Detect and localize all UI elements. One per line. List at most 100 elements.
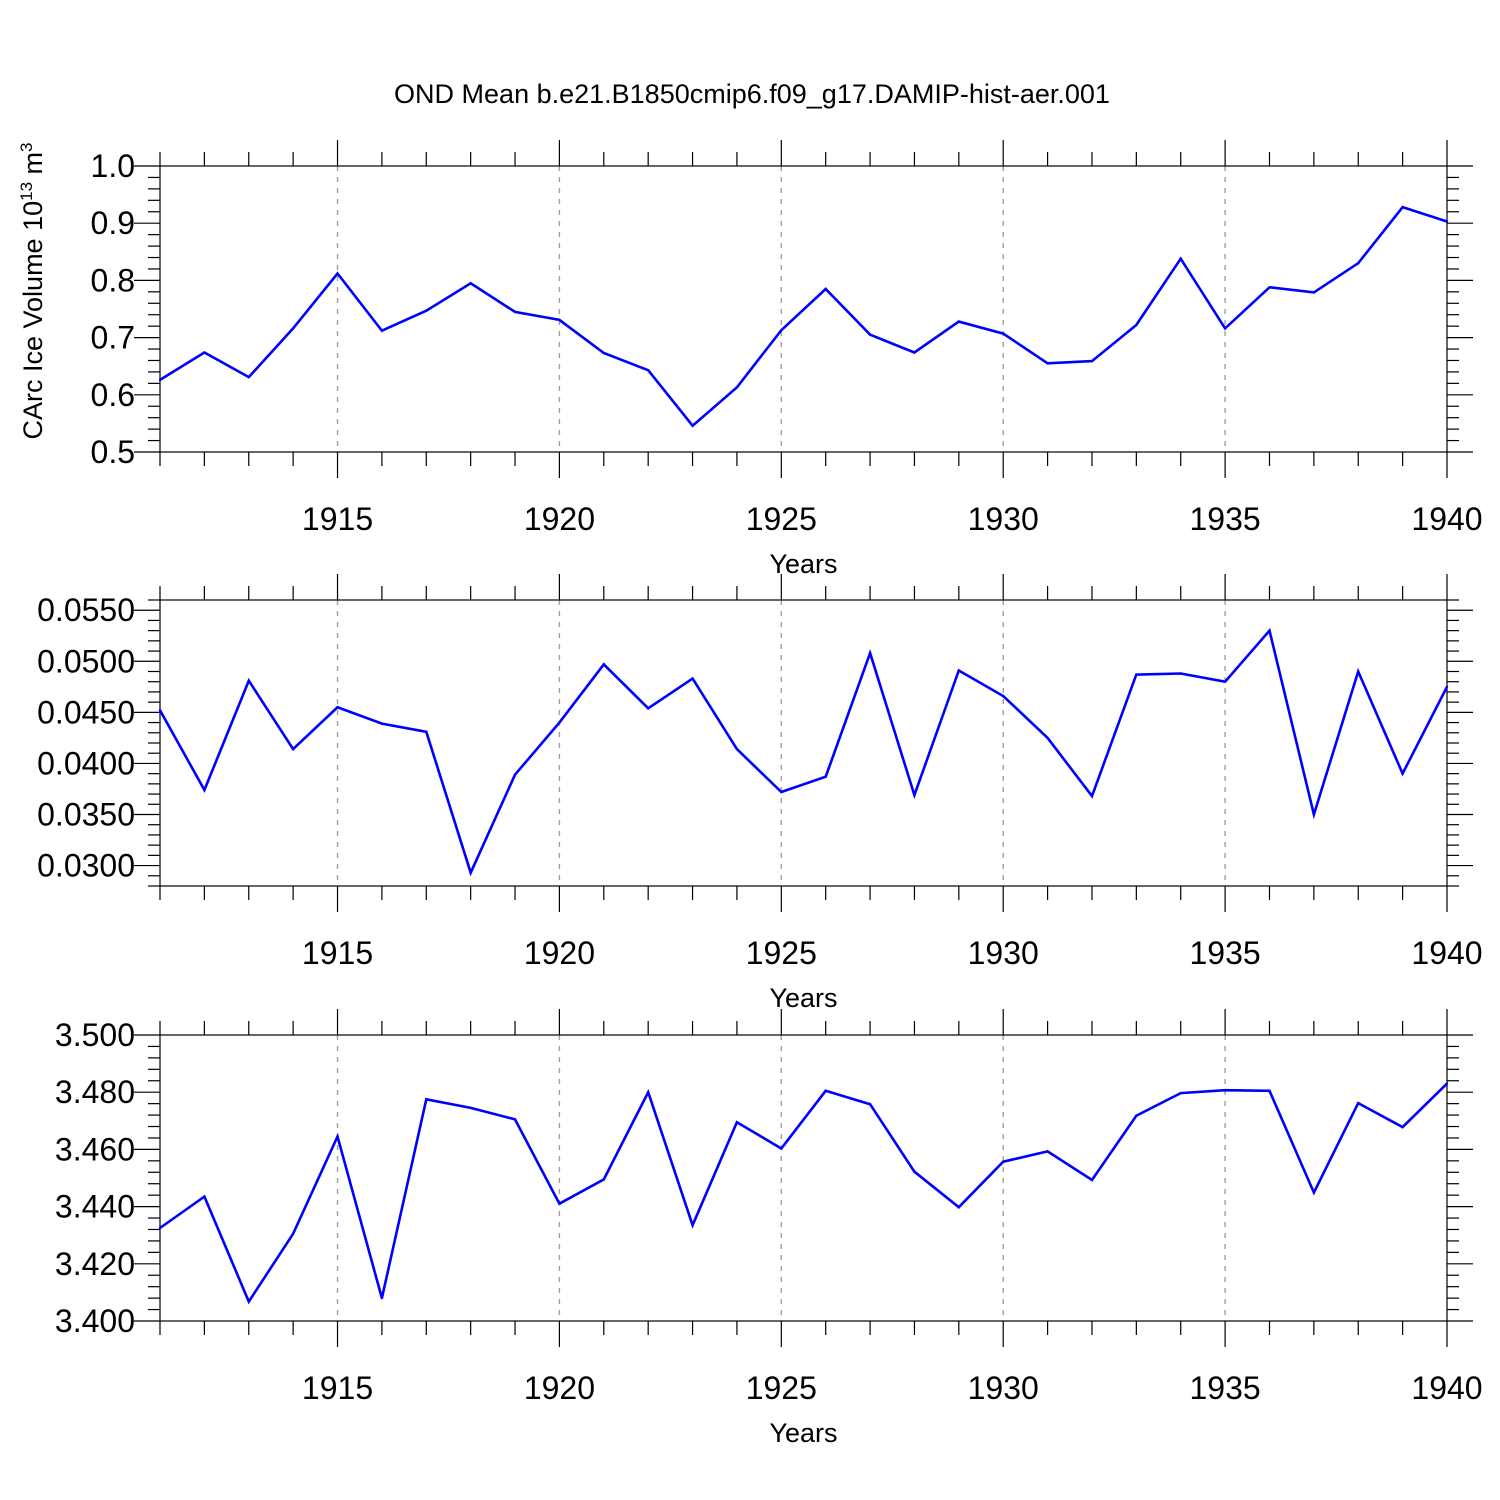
chart-title: OND Mean b.e21.B1850cmip6.f09_g17.DAMIP-… <box>394 79 1110 109</box>
x-tick-label: 1940 <box>1411 935 1482 971</box>
data-point <box>247 679 250 682</box>
data-point <box>203 351 206 354</box>
data-point <box>1223 680 1227 683</box>
data-point <box>780 1147 783 1150</box>
x-tick-label: 1920 <box>524 935 595 971</box>
data-point <box>602 1178 605 1181</box>
y-tick-label: 0.8 <box>91 262 135 298</box>
y-tick-label: 0.0550 <box>37 592 135 628</box>
data-point <box>158 1226 162 1230</box>
data-point <box>336 272 339 275</box>
data-point <box>558 1202 561 1205</box>
data-point <box>646 707 650 710</box>
y-tick-label: 0.9 <box>91 205 135 241</box>
data-point <box>1401 205 1404 209</box>
data-point <box>824 775 827 778</box>
y-tick-label: 0.0450 <box>37 694 135 730</box>
x-tick-label: 1915 <box>302 935 373 971</box>
data-point <box>1445 220 1449 223</box>
data-point <box>735 747 739 751</box>
data-point <box>1312 813 1316 816</box>
data-point <box>1135 1114 1138 1117</box>
y-tick-label: 3.500 <box>55 1017 135 1053</box>
data-point <box>558 721 561 724</box>
data-point <box>1090 1178 1094 1182</box>
data-point <box>957 669 961 672</box>
data-point <box>780 328 783 332</box>
data-point <box>1090 359 1094 363</box>
data-point <box>868 1103 872 1106</box>
data-point <box>336 706 339 709</box>
data-point <box>1223 1088 1227 1092</box>
data-point <box>691 677 694 680</box>
x-tick-label: 1940 <box>1411 1370 1482 1406</box>
data-point <box>1179 672 1182 675</box>
data-point <box>691 1223 694 1227</box>
data-point <box>1179 257 1182 260</box>
data-point <box>380 1296 384 1300</box>
data-point <box>513 310 517 314</box>
x-tick-label: 1920 <box>524 501 595 537</box>
data-point <box>1445 685 1449 689</box>
data-point <box>1223 327 1227 330</box>
data-point <box>1002 332 1005 335</box>
plot-frame <box>159 1034 1448 1322</box>
data-point <box>1401 772 1404 775</box>
data-point <box>203 1195 206 1198</box>
data-point <box>780 790 783 794</box>
data-point <box>913 1170 916 1173</box>
data-point <box>203 788 206 792</box>
x-tick-label: 1940 <box>1411 501 1482 537</box>
data-point <box>469 282 472 285</box>
data-point <box>291 1232 295 1235</box>
series-line <box>158 627 1449 877</box>
data-point <box>1046 736 1049 740</box>
x-axis-label: Years <box>769 549 837 579</box>
y-axis-label: CArc Ice Volume 1013 m3 <box>17 142 48 439</box>
data-point <box>868 333 872 336</box>
y-tick-label: 3.420 <box>55 1246 135 1282</box>
data-point <box>1357 670 1360 673</box>
y-tick-label: 0.6 <box>91 377 135 413</box>
data-point <box>158 709 162 712</box>
data-point <box>868 651 872 655</box>
data-point <box>824 1089 827 1092</box>
x-axis-label: Years <box>769 1418 837 1448</box>
data-point <box>1179 1091 1182 1095</box>
data-point <box>1135 673 1138 676</box>
data-point <box>913 793 916 797</box>
data-point <box>425 1098 428 1101</box>
data-point <box>1268 1089 1271 1092</box>
data-point <box>1002 694 1005 698</box>
data-point <box>1312 291 1316 294</box>
data-point <box>1090 794 1094 798</box>
data-point <box>957 320 961 323</box>
data-point <box>469 871 472 874</box>
y-tick-label: 0.0350 <box>37 797 135 833</box>
x-tick-label: 1915 <box>302 501 373 537</box>
x-tick-label: 1925 <box>746 501 817 537</box>
data-point <box>291 747 295 751</box>
data-point <box>602 663 605 666</box>
chart-panel-1: 0.5 0.6 0.7 0.8 0.9 1.0 1915 1920 1925 1930 1935 19… <box>17 140 1483 579</box>
chart-panel-3: 3.400 3.420 3.440 3.460 3.480 3.500 1915 1920 19… <box>55 1009 1483 1448</box>
x-tick-label: 1935 <box>1190 935 1261 971</box>
data-point <box>735 386 739 389</box>
chart-panel-2: 0.0300 0.0350 0.0400 0.0450 0.0500 0.0550 1915… <box>37 574 1483 1013</box>
data-point <box>513 773 517 776</box>
y-tick-label: 1.0 <box>91 148 135 184</box>
y-tick-label: 3.460 <box>55 1131 135 1167</box>
x-tick-label: 1935 <box>1190 501 1261 537</box>
data-point <box>513 1118 517 1121</box>
data-point <box>824 287 827 291</box>
x-tick-label: 1930 <box>968 501 1039 537</box>
x-tick-label: 1925 <box>746 935 817 971</box>
data-point <box>646 1091 650 1094</box>
data-point <box>336 1135 339 1138</box>
data-point <box>247 375 250 379</box>
y-tick-label: 3.480 <box>55 1074 135 1110</box>
data-point <box>1401 1125 1404 1129</box>
y-tick-label: 0.5 <box>91 434 135 470</box>
data-point <box>469 1106 472 1110</box>
data-point <box>158 378 162 382</box>
